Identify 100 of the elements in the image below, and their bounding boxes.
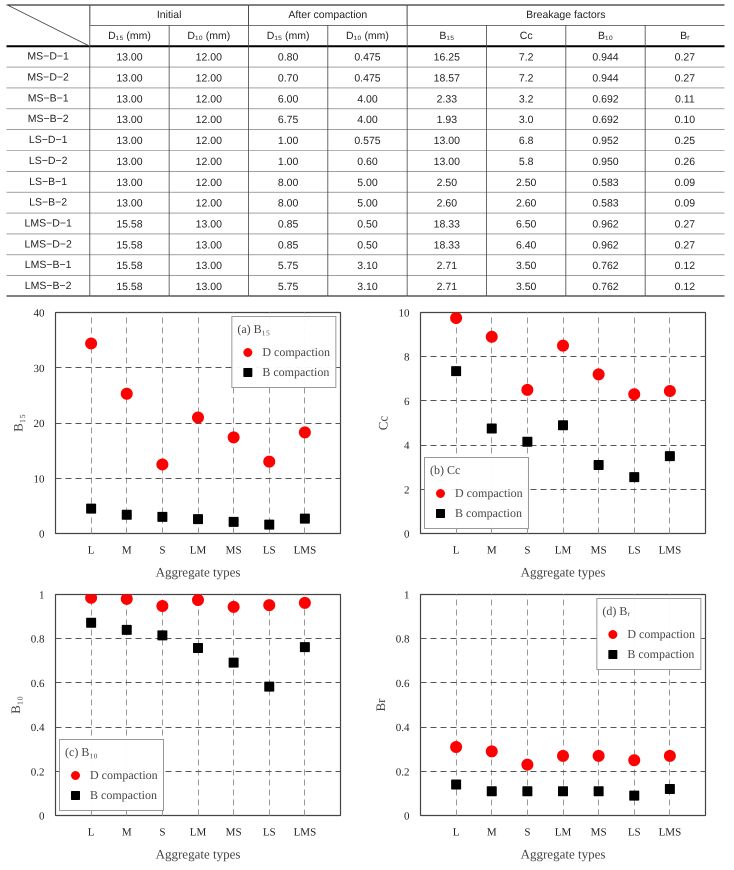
text: 5.75 [278,281,298,294]
text: 0.583 [592,198,619,210]
x-tick-label: LM [190,826,206,838]
x-tick-label: MS [226,826,242,838]
text: 0.962 [592,239,619,252]
y-tick-label: 0 [39,810,45,822]
text: 0.475 [354,72,381,84]
text: 0.27 [674,218,696,230]
point [594,460,604,470]
text: 0.762 [592,260,619,272]
x-tick-label: LS [262,544,276,556]
text: 6.40 [516,239,536,252]
category-label: LMS−B−1 [24,259,72,272]
y-tick-label: 0.2 [396,766,410,778]
x-tick-label: S [524,826,530,838]
category-label: LMS−D−1 [24,218,72,230]
x-tick-label: L [452,826,460,838]
y-tick-label: 1 [39,590,44,602]
x-tick-label: L [88,826,95,838]
text: 0.692 [592,93,619,106]
legend-label: B compaction [455,506,522,520]
x-tick-label: LMS [294,826,316,838]
category-label: B₁₅ [439,30,454,42]
y-axis-title: B₁₀ [8,696,23,714]
y-axis-title: Br [372,698,388,712]
point [486,424,497,434]
x-tick-label: LM [554,544,572,556]
legend-label: D compaction [627,626,695,642]
text: 0.952 [592,135,619,148]
text: 4.00 [357,93,378,106]
text: 0.575 [354,135,381,148]
text: 12.00 [196,114,222,126]
y-axis-title: Cc [376,416,390,430]
point [193,642,203,653]
text: 0.692 [592,114,619,126]
category-label: Cc [520,30,533,42]
y-tick-label: 2 [404,484,410,496]
category-label: LS−D−1 [28,134,68,146]
point [228,516,239,527]
category-label: LS−B−2 [29,196,68,209]
x-tick-label: L [88,544,95,556]
text: 0.09 [674,198,696,210]
x-tick-label: L [452,544,460,556]
text: After compaction [288,8,368,21]
text: 3.50 [516,260,536,272]
y-tick-label: 0.2 [30,766,44,778]
text: 12.00 [196,135,222,148]
legend-label: D compaction [455,486,523,500]
text: 13.00 [196,281,222,294]
text: 6.75 [278,114,298,126]
point [451,366,462,376]
text: 13.00 [116,135,143,148]
text: 3.2 [518,93,534,106]
text: 16.25 [434,52,460,64]
text: 0.944 [592,72,619,84]
point [228,658,239,668]
point [156,600,168,612]
text: 18.57 [434,72,460,84]
text: 13.00 [196,239,222,252]
text: 0.475 [354,52,381,64]
point [486,330,498,343]
text: 13.00 [116,52,143,64]
text: 3.50 [516,281,536,294]
x-axis-title: Aggregate types [520,846,606,862]
text: 12.00 [196,72,222,84]
point [557,340,569,352]
y-tick-label: 10 [398,308,410,320]
text: 13.00 [116,156,143,168]
y-tick-label: 4 [404,440,410,452]
text: 0.762 [592,281,619,294]
point [558,420,568,430]
point [298,596,311,609]
point [628,754,640,766]
y-tick-label: 0.4 [30,722,45,734]
text: 15.58 [116,218,143,230]
text: 2.71 [436,281,458,294]
y-tick-label: 0.8 [396,634,410,646]
text: 6.8 [518,135,534,148]
text: 0.60 [357,156,378,168]
text: 15.58 [116,281,143,294]
text: 6.00 [278,93,298,106]
x-tick-label: LMS [658,826,682,838]
y-tick-label: 40 [34,308,45,320]
x-axis-title: Aggregate types [520,564,606,580]
text: 12.00 [196,176,222,189]
category-label: D₁₅ (mm) [266,30,310,42]
legend-title: (d) Bᵣ [602,604,632,619]
x-tick-label: MS [590,544,607,556]
legend-title: (c) B₁₀ [65,745,99,760]
y-tick-label: 20 [34,418,45,430]
text: 0.50 [357,239,378,252]
text: 0.27 [674,239,696,252]
text: 12.00 [196,198,222,210]
point [629,472,640,482]
point [592,368,605,380]
text: 0.26 [674,156,696,168]
x-tick-label: M [486,544,497,556]
y-axis-title: B₁₅ [10,414,26,432]
legend-label: D compaction [90,768,158,782]
point [664,750,676,762]
